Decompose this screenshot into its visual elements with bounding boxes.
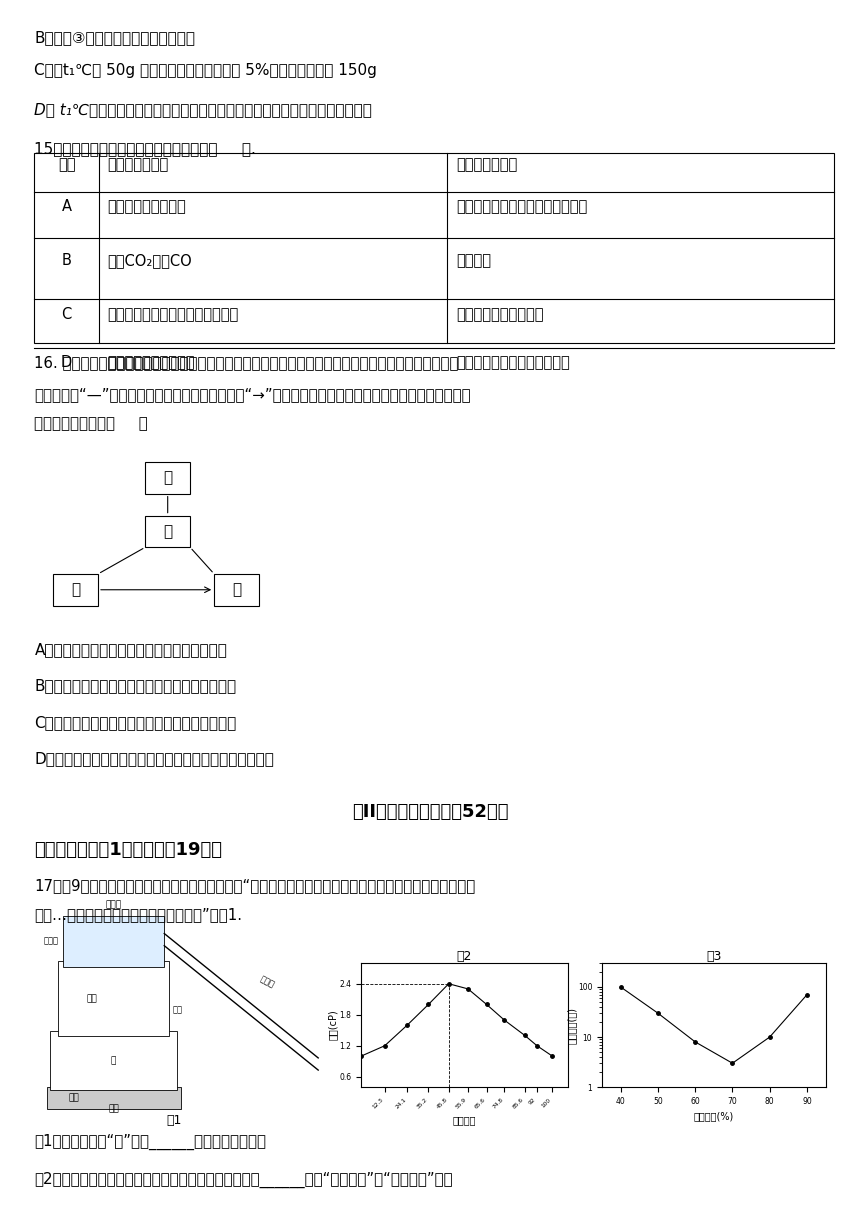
Text: 截水管: 截水管: [106, 901, 121, 910]
Text: D． t₁℃时，将两个烧杯中的溶液混合，充分搅拌后，烧杯中一定还有剩余固体: D． t₁℃时，将两个烧杯中的溶液混合，充分搅拌后，烧杯中一定还有剩余固体: [34, 102, 372, 117]
FancyBboxPatch shape: [53, 574, 98, 606]
Text: 混合加热观察是否有红色物质生成: 混合加热观察是否有红色物质生成: [456, 199, 587, 214]
Text: A．若丙为氧气，则乙可以是具有还原性的物质: A．若丙为氧气，则乙可以是具有还原性的物质: [34, 642, 227, 657]
Text: （2）向甑桶中的淠粉粮食中加入酒曲发酵酿酒发生的是______（填“缓慢氧化”或“劇烈氧化”）。: （2）向甑桶中的淠粉粮食中加入酒曲发酵酿酒发生的是______（填“缓慢氧化”或…: [34, 1172, 453, 1188]
Text: D: D: [61, 355, 72, 370]
Text: 二、（本题只有1个小题，內19分）: 二、（本题只有1个小题，內19分）: [34, 841, 223, 860]
Bar: [34, 153, 834, 343]
Y-axis label: 筘度(cP): 筘度(cP): [328, 1009, 338, 1041]
Text: 鉴别木炭粉和氧化铜: 鉴别木炭粉和氧化铜: [108, 199, 187, 214]
Text: 下列说法错误的是（     ）: 下列说法错误的是（ ）: [34, 416, 148, 430]
Bar: [58, 961, 169, 1036]
Text: 水: 水: [111, 1055, 116, 1065]
Text: 17．（9分）明代的《本草纲目》记载古法酿酒：“烧酒非古法也，自元时创始，其法用浓酒和糟入甑，蕲令: 17．（9分）明代的《本草纲目》记载古法酿酒：“烧酒非古法也，自元时创始，其法用…: [34, 878, 476, 893]
Text: （1）这里所用的“法”是指______（填净水方法）。: （1）这里所用的“法”是指______（填净水方法）。: [34, 1133, 267, 1149]
Text: B．若甲为金属氧化物，乙为碳，则丙是一氧化碳: B．若甲为金属氧化物，乙为碳，则丙是一氧化碳: [34, 679, 237, 693]
Text: 实验或操作目的: 实验或操作目的: [108, 157, 169, 171]
Text: 15．下列实验方法或操作能达到目的的是（     ）.: 15．下列实验方法或操作能达到目的的是（ ）.: [34, 141, 256, 156]
Text: 打开鱼池水泵，将水喷向空中: 打开鱼池水泵，将水喷向空中: [456, 355, 569, 370]
X-axis label: 酒精度数: 酒精度数: [452, 1115, 476, 1125]
Bar: [50, 1031, 177, 1090]
Title: 图2: 图2: [457, 950, 472, 963]
Text: B．烧杯③中的上层清液属于饱和溶液: B．烧杯③中的上层清液属于饱和溶液: [34, 30, 195, 45]
Text: 丁: 丁: [232, 582, 241, 597]
Text: 件已略去，“—”表示相邻的两种物质能发生反应，“→”表示某一物质经一步反应可转化为另一种物质）。: 件已略去，“—”表示相邻的两种物质能发生反应，“→”表示某一物质经一步反应可转化…: [34, 387, 471, 401]
Bar: [63, 916, 164, 967]
FancyBboxPatch shape: [214, 574, 259, 606]
Text: 第II卷（非选择题，內52分）: 第II卷（非选择题，內52分）: [352, 803, 508, 821]
Text: 序号: 序号: [58, 157, 76, 171]
Text: 乙: 乙: [163, 524, 172, 539]
Text: C．将t₁℃时 50g 硕酸钒的饱和溶液稀释成 5%的溶液，需加水 150g: C．将t₁℃时 50g 硕酸钒的饱和溶液稀释成 5%的溶液，需加水 150g: [34, 63, 378, 78]
Text: 冷凝管: 冷凝管: [258, 975, 276, 990]
Text: C: C: [62, 308, 71, 322]
Text: 溶解、降温结晶、过滤: 溶解、降温结晶、过滤: [456, 308, 544, 322]
Text: 加水冷: 加水冷: [44, 936, 58, 946]
Text: 炉体: 炉体: [69, 1093, 79, 1103]
Text: 丙: 丙: [71, 582, 80, 597]
Text: 图1: 图1: [167, 1114, 181, 1126]
Text: 增加鱼池中的氧气含量: 增加鱼池中的氧气含量: [108, 355, 195, 370]
Text: B: B: [62, 253, 71, 268]
Title: 图3: 图3: [706, 950, 722, 963]
Text: 点燃气体: 点燃气体: [456, 253, 491, 268]
Text: 甑桶: 甑桶: [86, 993, 97, 1003]
FancyBboxPatch shape: [145, 516, 190, 547]
Text: 气上…其清如水，味极浓烈，盖酒露也。”如图1.: 气上…其清如水，味极浓烈，盖酒露也。”如图1.: [34, 907, 243, 922]
Text: 提纯含有少量硕酸钒的氯化钓晶体: 提纯含有少量硕酸钒的氯化钓晶体: [108, 308, 239, 322]
Text: 16. 甲、乙、丙、丁是初中化学常见物质，它们之间有如图所示转化关系（部分反应物、生成物及反应条: 16. 甲、乙、丙、丁是初中化学常见物质，它们之间有如图所示转化关系（部分反应物…: [34, 355, 459, 370]
Text: 除去CO₂中的CO: 除去CO₂中的CO: [108, 253, 193, 268]
Text: 甲: 甲: [163, 471, 172, 485]
Text: C．若乙为氧气，则甲可以是碳、氢气或一氧化碳: C．若乙为氧气，则甲可以是碳、氢气或一氧化碳: [34, 715, 237, 730]
Text: A: A: [62, 199, 71, 214]
FancyBboxPatch shape: [145, 462, 190, 494]
Text: 实验方法或操作: 实验方法或操作: [456, 157, 517, 171]
Bar: [47, 1087, 181, 1109]
Y-axis label: 点灼时间(分): 点灼时间(分): [567, 1007, 576, 1043]
X-axis label: 酒精浓度(%): 酒精浓度(%): [694, 1111, 734, 1121]
Text: D．符合该转化关系所涉及的物质可以是固体、液体和气体: D．符合该转化关系所涉及的物质可以是固体、液体和气体: [34, 751, 274, 766]
Text: 甑锅: 甑锅: [108, 1104, 119, 1113]
Text: 酒液: 酒液: [173, 1006, 183, 1014]
